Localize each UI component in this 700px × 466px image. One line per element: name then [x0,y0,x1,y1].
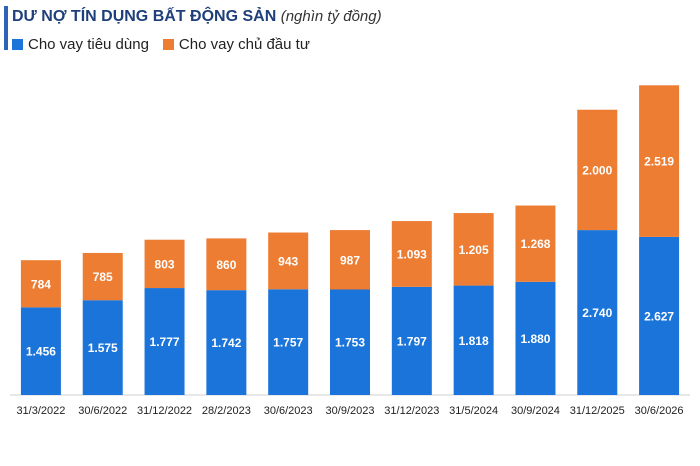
bar-consumer-2 [144,288,185,395]
legend-item-developer: Cho vay chủ đầu tư [162,36,310,53]
bar-developer-7 [453,213,494,286]
bar-consumer-3 [206,290,247,395]
x-tick-label-8: 30/9/2024 [511,405,560,417]
data-label-developer-2: 803 [155,257,175,271]
data-label-consumer-10: 2.627 [644,309,674,323]
data-label-developer-3: 860 [216,258,236,272]
legend-swatch-consumer [12,39,23,50]
x-tick-label-10: 30/6/2026 [635,405,684,417]
data-label-consumer-7: 1.818 [459,334,489,348]
chart-unit: (nghìn tỷ đồng) [280,8,382,25]
data-label-developer-9: 2.000 [582,163,612,177]
data-label-consumer-6: 1.797 [397,334,427,348]
bar-consumer-7 [453,285,494,395]
bar-consumer-10 [639,236,680,395]
bar-consumer-4 [268,289,309,395]
chart-title-text: DƯ NỢ TÍN DỤNG BẤT ĐỘNG SẢN [12,8,277,25]
bar-developer-0 [20,260,61,308]
data-label-developer-6: 1.093 [397,247,427,261]
bar-consumer-1 [82,300,123,395]
data-label-consumer-5: 1.753 [335,336,365,350]
bar-developer-8 [515,205,556,282]
bar-consumer-5 [330,289,370,395]
x-tick-label-0: 31/3/2022 [16,405,65,417]
bar-developer-2 [144,239,185,289]
data-label-consumer-1: 1.575 [88,341,118,355]
x-tick-label-6: 31/12/2023 [384,405,439,417]
x-tick-label-2: 31/12/2022 [137,405,192,417]
legend-label-developer: Cho vay chủ đầu tư [178,36,310,53]
x-tick-label-9: 31/12/2025 [570,405,625,417]
chart-title: DƯ NỢ TÍN DỤNG BẤT ĐỘNG SẢN (nghìn tỷ đồ… [12,8,382,26]
data-label-consumer-4: 1.757 [273,336,303,350]
data-label-consumer-8: 1.880 [520,332,550,346]
data-label-developer-0: 784 [31,277,51,291]
x-tick-label-7: 31/5/2024 [449,405,498,417]
bar-consumer-8 [515,281,556,395]
data-label-developer-1: 785 [93,270,113,284]
data-label-consumer-0: 1.456 [26,345,56,359]
data-label-developer-7: 1.205 [459,243,489,257]
bar-consumer-9 [577,230,618,395]
bar-developer-9 [577,109,618,231]
bar-developer-6 [391,221,432,287]
data-label-developer-8: 1.268 [520,237,550,251]
data-label-consumer-2: 1.777 [150,335,180,349]
bar-consumer-0 [20,307,61,395]
bar-consumer-6 [391,286,432,395]
data-label-developer-5: 987 [340,253,360,267]
legend-swatch-developer [162,39,174,50]
data-label-consumer-3: 1.742 [211,336,241,350]
x-tick-label-1: 30/6/2022 [78,405,127,417]
data-label-consumer-9: 2.740 [582,306,612,320]
bar-developer-10 [639,85,680,237]
bar-developer-1 [82,252,123,301]
data-label-developer-4: 943 [278,254,298,268]
legend-label-consumer: Cho vay tiêu dùng [28,36,149,53]
x-tick-label-3: 28/2/2023 [202,405,251,417]
title-accent-bar [4,6,8,50]
bar-developer-5 [330,230,370,290]
legend: Cho vay tiêu dùng Cho vay chủ đầu tư [12,36,310,53]
x-tick-label-4: 30/6/2023 [264,405,313,417]
x-tick-label-5: 30/9/2023 [326,405,375,417]
bar-developer-4 [268,232,309,290]
legend-item-consumer: Cho vay tiêu dùng [12,36,149,53]
bar-developer-3 [206,238,247,291]
data-label-developer-10: 2.519 [644,155,674,169]
